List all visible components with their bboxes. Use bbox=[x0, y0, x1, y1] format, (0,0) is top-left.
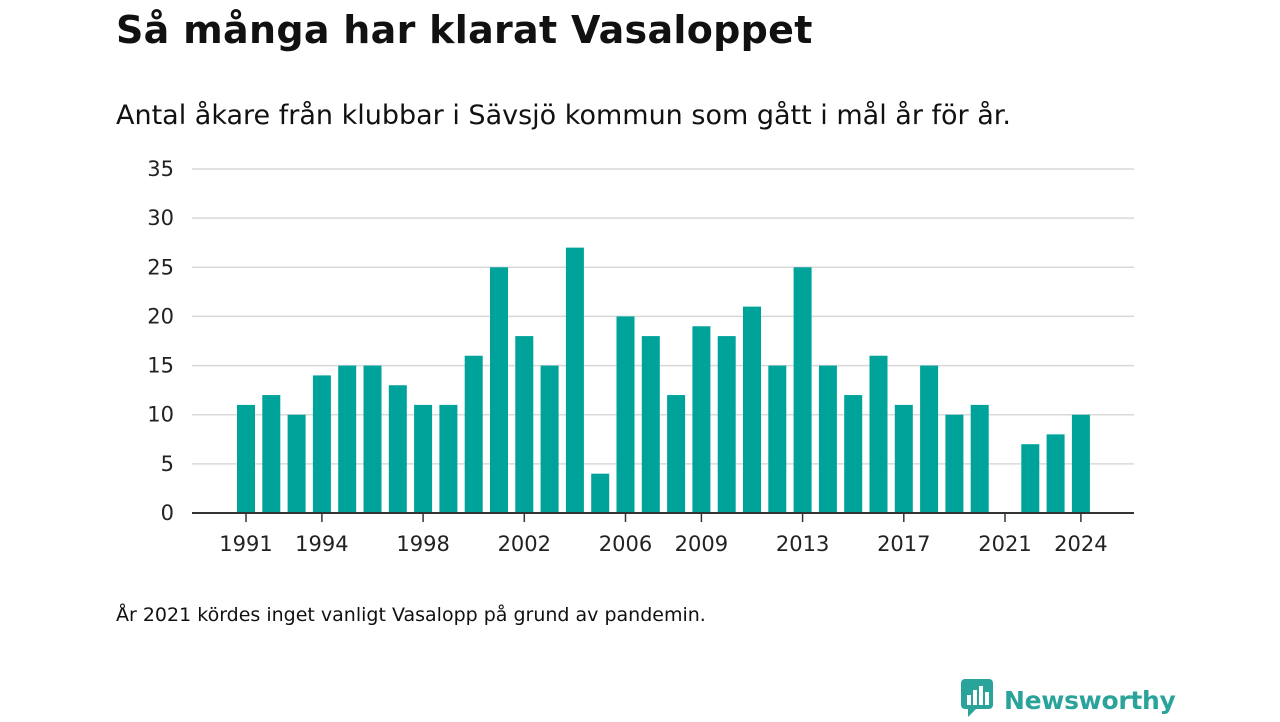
brand-name: Newsworthy bbox=[1004, 685, 1176, 715]
bar bbox=[844, 395, 863, 513]
y-tick-label: 15 bbox=[147, 354, 174, 378]
bar bbox=[692, 326, 711, 513]
bar bbox=[464, 355, 483, 513]
bar bbox=[768, 365, 787, 513]
bar bbox=[388, 385, 407, 513]
y-tick-label: 0 bbox=[161, 501, 174, 525]
grid-lines bbox=[192, 168, 1134, 465]
x-axis-ticks: 1991 1994 1998 2002 2006 2009 2013 2017 2021 2024 bbox=[219, 513, 1108, 556]
bar bbox=[414, 404, 433, 513]
bar bbox=[869, 355, 888, 513]
bar bbox=[439, 404, 458, 513]
bar bbox=[591, 473, 610, 513]
x-tick-label: 2021 bbox=[978, 532, 1031, 556]
bar bbox=[540, 365, 559, 513]
x-tick-label: 1994 bbox=[295, 532, 348, 556]
bar bbox=[818, 365, 837, 513]
bar bbox=[945, 414, 964, 513]
bar bbox=[793, 267, 812, 513]
x-tick-label: 2002 bbox=[498, 532, 551, 556]
bar bbox=[1046, 434, 1065, 513]
brand-logo: Newsworthy bbox=[960, 678, 1176, 722]
bar bbox=[363, 365, 382, 513]
bar bbox=[262, 395, 281, 513]
bar bbox=[743, 306, 761, 513]
newsworthy-logo-icon bbox=[960, 678, 994, 722]
bar bbox=[287, 414, 306, 513]
x-tick-label: 2024 bbox=[1054, 532, 1107, 556]
bar bbox=[338, 365, 357, 513]
y-tick-label: 20 bbox=[147, 304, 174, 328]
chart-subtitle: Antal åkare från klubbar i Sävsjö kommun… bbox=[116, 100, 1011, 131]
x-tick-label: 2006 bbox=[599, 532, 652, 556]
bar bbox=[565, 247, 584, 513]
x-tick-label: 2013 bbox=[776, 532, 829, 556]
bar bbox=[1071, 414, 1090, 513]
x-tick-label: 2009 bbox=[675, 532, 728, 556]
bar bbox=[667, 395, 686, 513]
chart-title: Så många har klarat Vasaloppet bbox=[116, 8, 813, 52]
x-tick-label: 1998 bbox=[396, 532, 449, 556]
bar bbox=[970, 404, 989, 513]
y-tick-label: 10 bbox=[147, 403, 174, 427]
x-tick-label: 2017 bbox=[877, 532, 930, 556]
x-tick-label: 1991 bbox=[219, 532, 272, 556]
bar bbox=[894, 404, 913, 513]
bar bbox=[616, 316, 635, 513]
y-axis-ticks: 0 5 10 15 20 25 30 35 bbox=[147, 157, 174, 525]
y-tick-label: 5 bbox=[161, 452, 174, 476]
bar bbox=[312, 375, 331, 513]
y-tick-label: 25 bbox=[147, 255, 174, 279]
y-tick-label: 30 bbox=[147, 206, 174, 230]
bar bbox=[490, 267, 508, 513]
y-tick-label: 35 bbox=[147, 157, 174, 181]
bar bbox=[641, 336, 660, 513]
bar bbox=[920, 365, 939, 513]
bar bbox=[237, 404, 255, 513]
bar bbox=[1021, 444, 1040, 513]
bar bbox=[717, 336, 736, 513]
bars bbox=[237, 247, 1090, 513]
bar bbox=[515, 336, 534, 513]
footnote: År 2021 kördes inget vanligt Vasalopp på… bbox=[116, 604, 706, 626]
